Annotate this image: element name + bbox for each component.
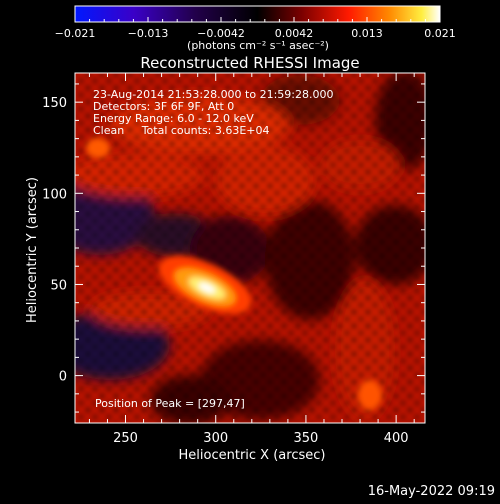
x-axis-label: Heliocentric X (arcsec) bbox=[179, 448, 326, 463]
footer-timestamp: 16-May-2022 09:19 bbox=[368, 484, 495, 499]
heatmap-image bbox=[75, 73, 425, 423]
y-tick-label: 50 bbox=[50, 278, 67, 293]
x-tick-label: 400 bbox=[384, 431, 409, 446]
peak-position-label: Position of Peak = [297,47] bbox=[95, 397, 245, 410]
info-line: Detectors: 3F 6F 9F, Att 0 bbox=[93, 100, 234, 113]
x-tick-label: 300 bbox=[203, 431, 228, 446]
y-tick-label: 0 bbox=[59, 370, 67, 385]
x-tick-label: 350 bbox=[294, 431, 319, 446]
colorbar-tick-label: 0.021 bbox=[424, 27, 456, 40]
y-tick-label: 150 bbox=[42, 96, 67, 111]
x-axis-ticks bbox=[88, 73, 415, 423]
info-overlay: 23-Aug-2014 21:53:28.000 to 21:59:28.000… bbox=[93, 88, 334, 137]
colorbar-tick-label: 0.013 bbox=[351, 27, 383, 40]
colorbar-tick-label: −0.021 bbox=[55, 27, 96, 40]
colorbar-unit-label: (photons cm⁻² s⁻¹ asec⁻²) bbox=[187, 39, 329, 52]
colorbar-tick-label: −0.013 bbox=[128, 27, 169, 40]
x-axis-tick-labels: 250 300 350 400 bbox=[113, 431, 408, 446]
x-tick-label: 250 bbox=[113, 431, 138, 446]
colorbar-tick-label: −0.0042 bbox=[197, 27, 245, 40]
info-line: Clean Total counts: 3.63E+04 bbox=[93, 124, 270, 137]
info-line: 23-Aug-2014 21:53:28.000 to 21:59:28.000 bbox=[93, 88, 334, 101]
y-axis-ticks bbox=[75, 83, 425, 413]
colorbar-ticks bbox=[74, 17, 441, 22]
colorbar-tick-label: 0.0042 bbox=[275, 27, 314, 40]
y-axis-tick-labels: 0 50 100 150 bbox=[42, 96, 67, 384]
info-line: Energy Range: 6.0 - 12.0 keV bbox=[93, 112, 254, 125]
chart-title: Reconstructed RHESSI Image bbox=[140, 54, 359, 72]
y-tick-label: 100 bbox=[42, 187, 67, 202]
y-axis-label: Heliocentric Y (arcsec) bbox=[25, 177, 40, 323]
colorbar bbox=[74, 5, 441, 23]
colorbar-tick-labels: −0.021 −0.013 −0.0042 0.0042 0.013 0.021 bbox=[55, 27, 456, 40]
